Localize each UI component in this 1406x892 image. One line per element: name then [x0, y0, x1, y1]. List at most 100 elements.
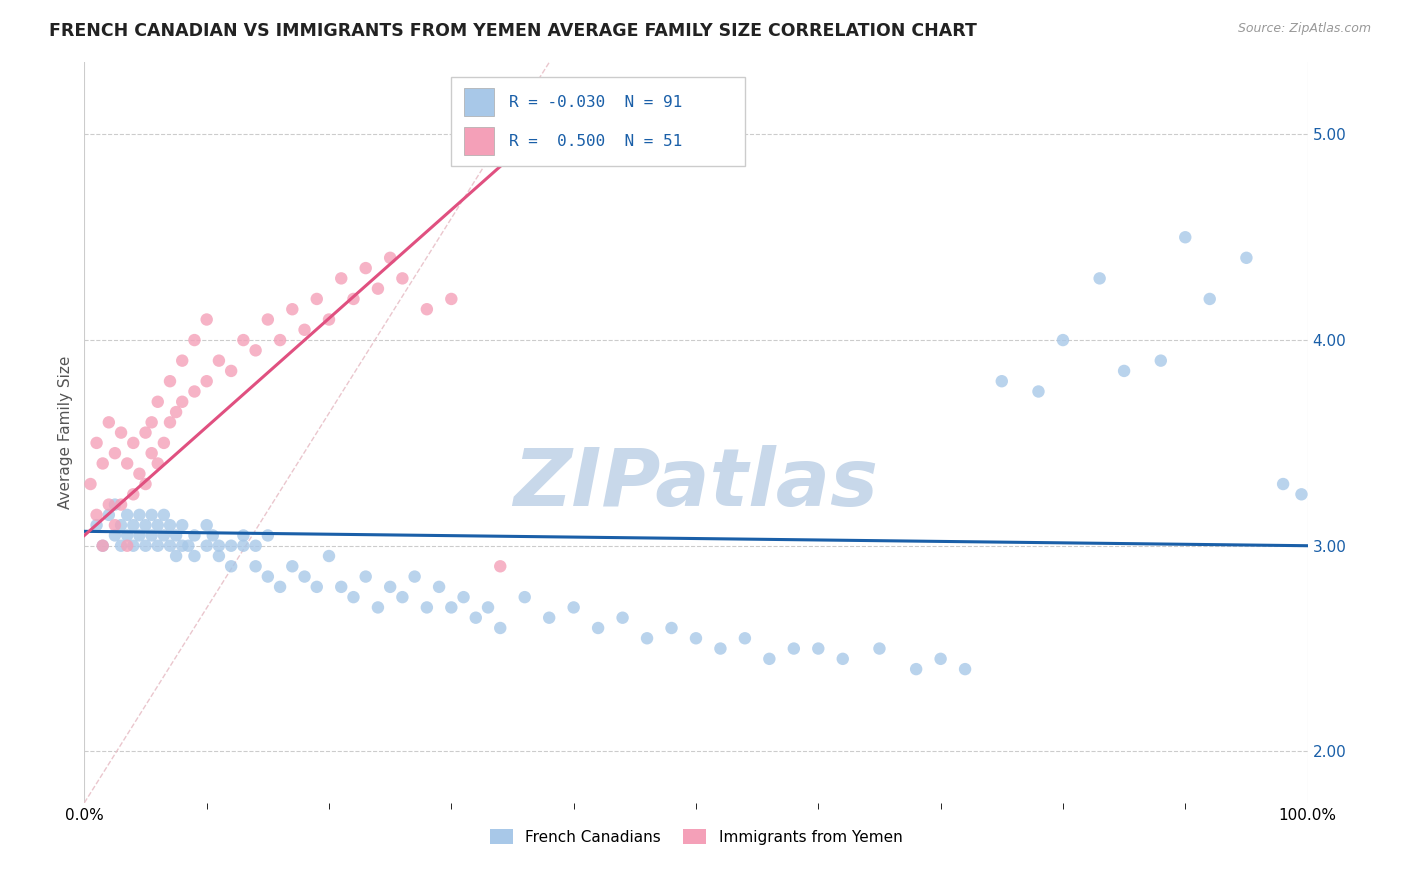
Point	[257, 569, 280, 583]
Text: ZIPatlas: ZIPatlas	[513, 445, 879, 524]
Point	[257, 312, 280, 326]
Point	[367, 600, 389, 615]
Point	[538, 611, 561, 625]
Point	[562, 600, 585, 615]
Point	[91, 539, 114, 553]
Point	[354, 261, 377, 276]
Point	[1114, 364, 1136, 378]
Point	[1052, 333, 1074, 347]
Point	[245, 539, 267, 553]
Point	[159, 518, 181, 533]
Point	[257, 528, 280, 542]
Point	[1174, 230, 1197, 244]
Point	[586, 621, 609, 635]
Point	[115, 539, 138, 553]
Point	[305, 580, 328, 594]
Point	[110, 539, 132, 553]
Point	[281, 302, 304, 317]
Point	[318, 312, 340, 326]
Point	[86, 508, 108, 522]
Point	[91, 457, 114, 471]
Point	[165, 405, 187, 419]
Point	[135, 477, 157, 491]
Point	[208, 353, 231, 368]
Point	[1236, 251, 1258, 265]
Point	[110, 425, 132, 440]
Point	[513, 590, 536, 604]
Point	[141, 415, 163, 429]
Point	[354, 569, 377, 583]
Point	[404, 569, 426, 583]
Point	[342, 590, 364, 604]
Point	[97, 498, 120, 512]
Point	[294, 323, 316, 337]
Point	[104, 528, 127, 542]
Point	[183, 528, 205, 542]
Point	[281, 559, 304, 574]
Point	[128, 467, 150, 481]
Point	[380, 580, 402, 594]
Y-axis label: Average Family Size: Average Family Size	[58, 356, 73, 509]
Point	[269, 580, 291, 594]
Point	[195, 518, 218, 533]
Point	[685, 632, 707, 646]
Point	[153, 528, 176, 542]
Point	[269, 333, 291, 347]
Point	[427, 580, 450, 594]
Point	[1272, 477, 1295, 491]
Text: FRENCH CANADIAN VS IMMIGRANTS FROM YEMEN AVERAGE FAMILY SIZE CORRELATION CHART: FRENCH CANADIAN VS IMMIGRANTS FROM YEMEN…	[49, 22, 977, 40]
Point	[869, 641, 891, 656]
Point	[183, 549, 205, 563]
Point	[391, 271, 413, 285]
Point	[91, 539, 114, 553]
Point	[159, 539, 181, 553]
Point	[128, 528, 150, 542]
Point	[318, 549, 340, 563]
Point	[219, 539, 242, 553]
Point	[146, 457, 169, 471]
Point	[115, 508, 138, 522]
Point	[122, 518, 145, 533]
Point	[612, 611, 634, 625]
Point	[440, 600, 463, 615]
Point	[183, 384, 205, 399]
Point	[97, 508, 120, 522]
Point	[104, 498, 127, 512]
Point	[128, 508, 150, 522]
Point	[141, 528, 163, 542]
Point	[195, 312, 218, 326]
Point	[416, 302, 439, 317]
Legend: French Canadians, Immigrants from Yemen: French Canadians, Immigrants from Yemen	[484, 822, 908, 851]
Point	[172, 539, 194, 553]
Point	[1088, 271, 1111, 285]
Point	[141, 446, 163, 460]
Point	[709, 641, 731, 656]
FancyBboxPatch shape	[451, 78, 745, 166]
Point	[146, 539, 169, 553]
Point	[135, 425, 157, 440]
Point	[172, 394, 194, 409]
Point	[232, 539, 254, 553]
Point	[208, 549, 231, 563]
Point	[758, 652, 780, 666]
Point	[305, 292, 328, 306]
Point	[831, 652, 853, 666]
Point	[636, 632, 658, 646]
Point	[464, 611, 486, 625]
Point	[104, 446, 127, 460]
Point	[104, 518, 127, 533]
Point	[110, 518, 132, 533]
Point	[477, 600, 499, 615]
Point	[661, 621, 683, 635]
Point	[159, 374, 181, 388]
Point	[991, 374, 1014, 388]
Point	[330, 271, 353, 285]
Point	[380, 251, 402, 265]
Point	[159, 415, 181, 429]
Point	[1198, 292, 1220, 306]
Point	[122, 539, 145, 553]
Point	[1028, 384, 1050, 399]
Point	[195, 539, 218, 553]
Point	[330, 580, 353, 594]
Point	[165, 528, 187, 542]
